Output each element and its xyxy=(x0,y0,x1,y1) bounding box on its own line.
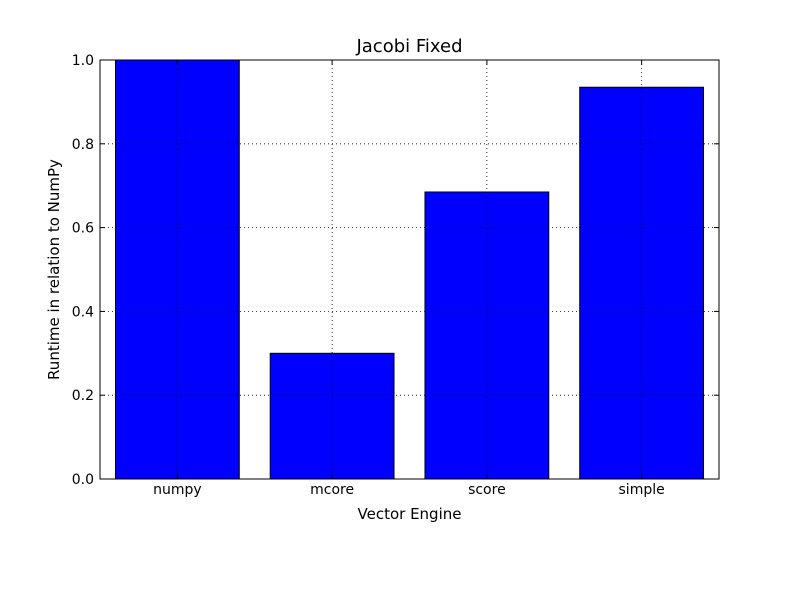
x-tick-label-mcore: mcore xyxy=(310,482,354,498)
x-tick-label-score: score xyxy=(468,482,506,498)
bar-numpy xyxy=(114,59,240,480)
bars xyxy=(114,59,705,480)
bar-score xyxy=(424,191,550,480)
y-tick-label: 0.2 xyxy=(72,388,94,404)
y-tick-label: 0.8 xyxy=(72,137,94,153)
ticks: 0.0 0.2 0.4 0.6 0.8 1.0 numpy mcore score simple xyxy=(72,53,719,498)
chart-title: Jacobi Fixed xyxy=(355,36,462,57)
y-axis-label: Runtime in relation to NumPy xyxy=(45,159,63,380)
x-axis-label: Vector Engine xyxy=(358,505,462,523)
x-tick-label-numpy: numpy xyxy=(153,482,202,498)
y-tick-label: 1.0 xyxy=(72,53,94,69)
y-tick-label: 0.6 xyxy=(72,221,94,237)
y-tick-label: 0.0 xyxy=(72,472,94,488)
x-tick-label-simple: simple xyxy=(619,482,665,498)
plot-frame xyxy=(99,59,720,480)
y-tick-label: 0.4 xyxy=(72,304,94,320)
